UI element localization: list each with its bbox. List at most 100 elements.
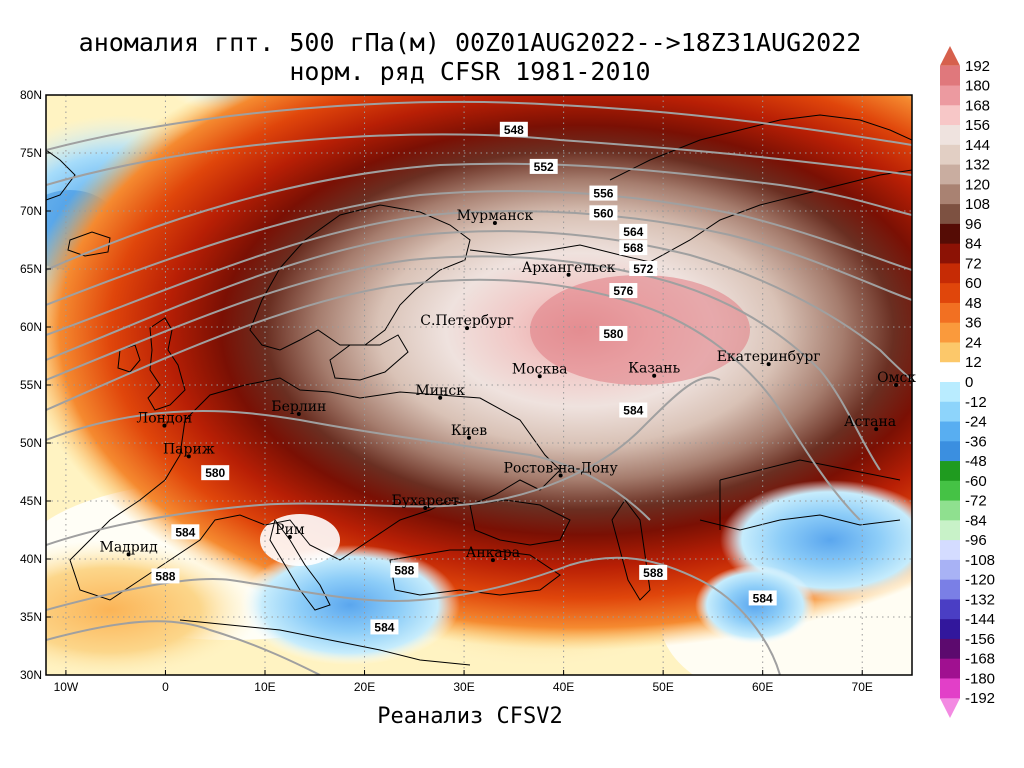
- lat-tick-label: 35N: [20, 610, 42, 624]
- lat-tick-label: 60N: [20, 320, 42, 334]
- lat-tick-label: 45N: [20, 494, 42, 508]
- contour-label-box: [529, 158, 558, 174]
- colorbar-label: 144: [965, 137, 990, 154]
- colorbar-label: 60: [965, 275, 982, 292]
- colorbar: 1921801681561441321201089684726048362412…: [940, 46, 995, 718]
- colorbar-label: -24: [965, 414, 987, 431]
- colorbar-swatch: [940, 125, 960, 146]
- colorbar-swatch: [940, 144, 960, 166]
- colorbar-swatch: [940, 164, 960, 185]
- city-markers: Мурманск Архангельск С.Петербург Москва Каза…: [100, 208, 916, 563]
- city-label: Лондон: [137, 411, 193, 427]
- city-dot: [652, 373, 657, 378]
- colorbar-swatch: [940, 342, 960, 363]
- city-dot: [126, 552, 131, 557]
- contour-label-box: [619, 223, 648, 239]
- contour-label: 580: [603, 327, 623, 341]
- city-label: Москва: [512, 361, 568, 377]
- city-label: Мурманск: [457, 208, 534, 224]
- lon-tick-label: 70E: [852, 680, 873, 694]
- colorbar-label: -84: [965, 512, 987, 529]
- contour-label: 548: [504, 123, 524, 137]
- lon-tick-label: 10E: [254, 680, 275, 694]
- lon-tick-label: 20E: [354, 680, 375, 694]
- colorbar-swatch: [940, 461, 960, 482]
- contour-label: 552: [534, 160, 554, 174]
- colorbar-swatch: [940, 658, 960, 679]
- contour-label-box: [619, 240, 648, 256]
- colorbar-swatch: [940, 184, 960, 205]
- city-dot: [566, 272, 571, 277]
- contour-label-box: [499, 121, 528, 137]
- city-dot: [438, 395, 443, 400]
- grid: [46, 95, 912, 675]
- colorbar-label: -120: [965, 572, 995, 589]
- colorbar-swatch: [940, 540, 960, 561]
- city-dot: [894, 383, 899, 387]
- city-dot: [467, 435, 472, 440]
- colorbar-swatch: [940, 283, 960, 304]
- contour-label: 584: [623, 404, 643, 418]
- chart-title: аномалия гпт. 500 гПа(м) 00Z01AUG2022-->…: [78, 28, 862, 57]
- colorbar-swatch: [940, 579, 960, 600]
- colorbar-bottom-arrow: [940, 698, 960, 718]
- colorbar-swatch: [940, 678, 960, 699]
- colorbar-swatch: [940, 322, 960, 343]
- longitude-ticks: 10W 0 10E 20E 30E 40E 50E 60E 70E: [54, 670, 873, 694]
- colorbar-swatch: [940, 302, 960, 324]
- colorbar-label: -96: [965, 532, 987, 549]
- coastlines: [46, 114, 912, 666]
- lat-tick-label: 30N: [20, 668, 42, 682]
- colorbar-label: 108: [965, 196, 990, 213]
- source-caption: Реанализ CFSV2: [377, 704, 563, 729]
- colorbar-swatch: [940, 204, 960, 225]
- map-field: [46, 95, 912, 675]
- contour-label-box: [171, 524, 200, 540]
- city-dot: [465, 326, 470, 331]
- lat-tick-label: 70N: [20, 204, 42, 218]
- city-label: Киев: [451, 423, 487, 439]
- colorbar-swatch: [940, 599, 960, 620]
- contour-label-box: [748, 590, 777, 606]
- colorbar-label: 96: [965, 216, 982, 233]
- colorbar-label: -168: [965, 651, 995, 668]
- lat-tick-label: 65N: [20, 262, 42, 276]
- city-label: Ростов-на-Дону: [503, 460, 618, 476]
- contour-label: 556: [593, 187, 613, 201]
- lon-tick-label: 60E: [752, 680, 773, 694]
- city-dot: [162, 423, 167, 428]
- contour-label: 584: [753, 591, 773, 605]
- city-label: Минск: [415, 383, 465, 399]
- city-label: Анкара: [466, 545, 520, 561]
- colorbar-label: 120: [965, 176, 990, 193]
- contour-label-box: [390, 562, 419, 578]
- colorbar-swatch: [940, 619, 960, 640]
- colorbar-label: -12: [965, 394, 987, 411]
- lon-tick-label: 0: [162, 680, 169, 694]
- colorbar-swatch: [940, 441, 960, 462]
- colorbar-swatch: [940, 421, 960, 442]
- colorbar-swatch: [940, 480, 960, 502]
- contour-label: 572: [633, 262, 653, 276]
- colorbar-label: -132: [965, 591, 995, 608]
- colorbar-swatch: [940, 65, 960, 87]
- colorbar-swatch: [940, 243, 960, 264]
- colorbar-label: -72: [965, 493, 987, 510]
- city-dot: [766, 362, 771, 367]
- contour-label-box: [629, 261, 658, 276]
- contour-label: 564: [623, 225, 643, 239]
- city-dot: [558, 473, 563, 478]
- colorbar-top-arrow: [940, 46, 960, 66]
- lon-tick-label: 40E: [553, 680, 574, 694]
- contour-label-box: [201, 465, 230, 481]
- contour-label: 588: [643, 566, 663, 580]
- city-label: Астана: [844, 414, 896, 430]
- colorbar-swatch: [940, 520, 960, 541]
- city-label: Екатеринбург: [717, 349, 821, 365]
- contour-label: 568: [623, 241, 643, 255]
- colorbar-label: -180: [965, 670, 995, 687]
- contour-label-box: [609, 283, 638, 299]
- city-dot: [874, 427, 879, 432]
